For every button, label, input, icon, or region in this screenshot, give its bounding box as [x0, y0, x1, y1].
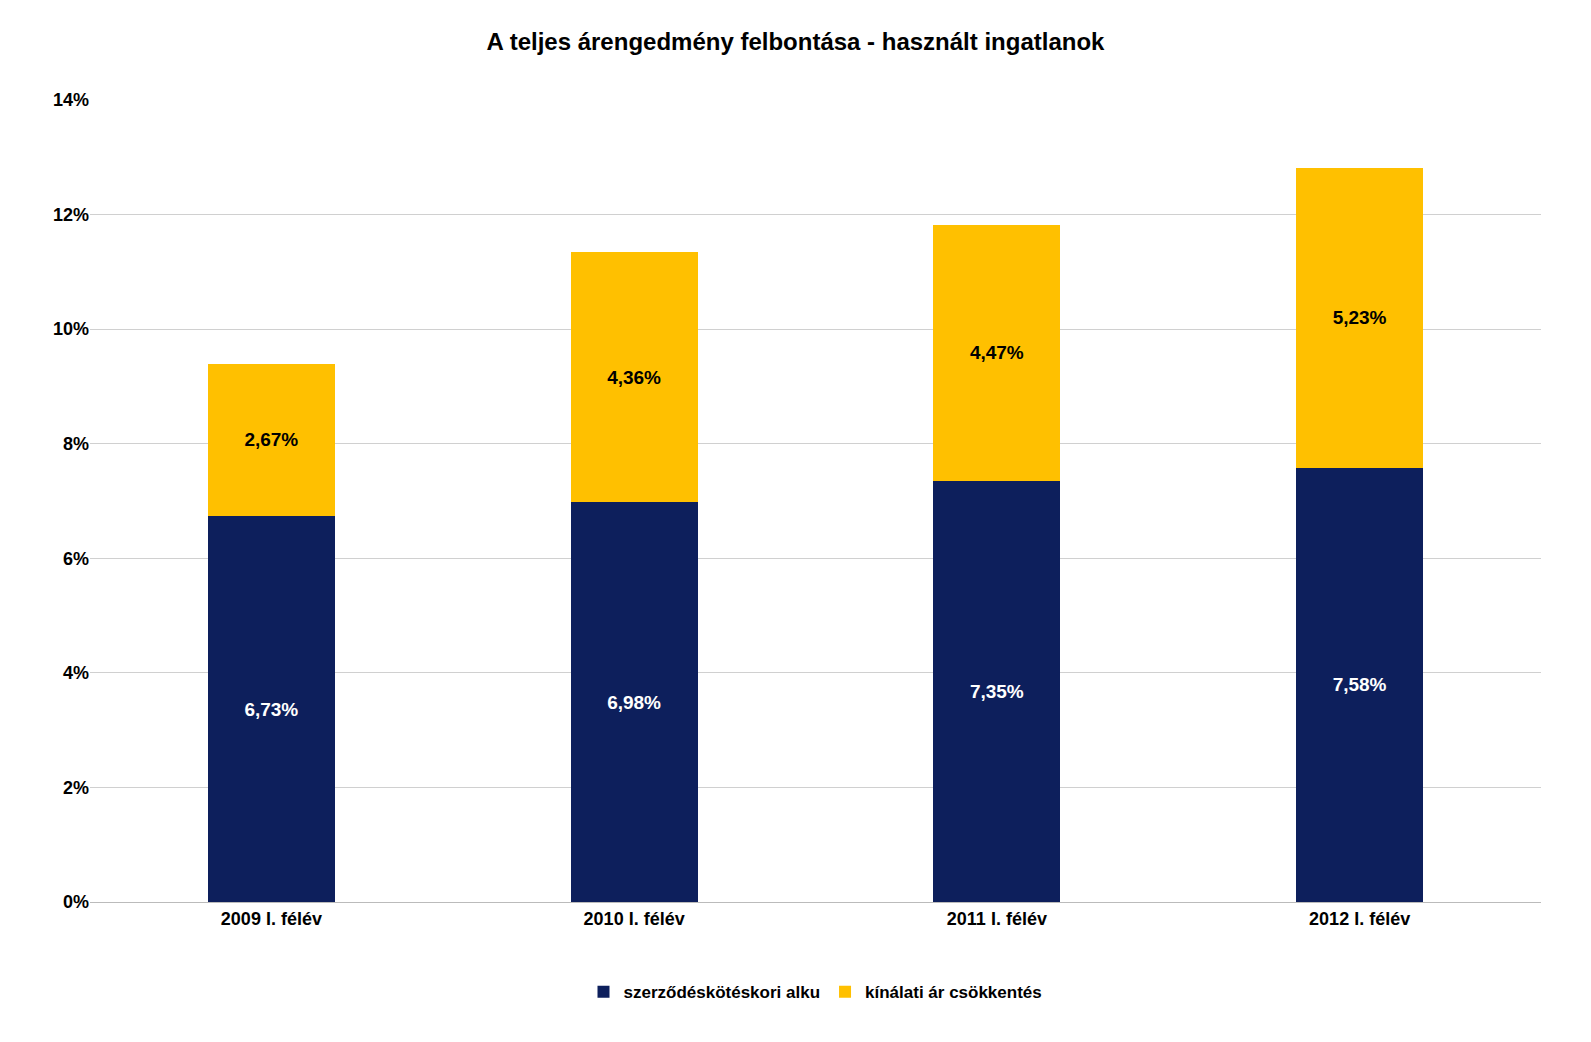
svg-text:2,67%: 2,67%: [244, 429, 298, 450]
svg-text:6%: 6%: [63, 549, 89, 569]
svg-text:14%: 14%: [53, 90, 89, 110]
svg-text:2011 I. félév: 2011 I. félév: [947, 909, 1047, 929]
svg-text:7,58%: 7,58%: [1333, 674, 1387, 695]
svg-text:szerződéskötéskori alku: szerződéskötéskori alku: [624, 983, 821, 1002]
svg-text:10%: 10%: [53, 319, 89, 339]
svg-text:8%: 8%: [63, 434, 89, 454]
svg-text:2%: 2%: [63, 778, 89, 798]
svg-text:kínálati ár csökkentés: kínálati ár csökkentés: [865, 983, 1042, 1002]
svg-text:A teljes árengedmény felbontás: A teljes árengedmény felbontása - haszná…: [487, 28, 1106, 55]
svg-text:2012 I. félév: 2012 I. félév: [1309, 909, 1410, 929]
svg-text:4,47%: 4,47%: [970, 342, 1024, 363]
svg-text:2010 I. félév: 2010 I. félév: [584, 909, 685, 929]
svg-text:2009 I. félév: 2009 I. félév: [221, 909, 322, 929]
svg-text:4,36%: 4,36%: [607, 367, 661, 388]
svg-text:0%: 0%: [63, 892, 89, 912]
svg-text:5,23%: 5,23%: [1333, 307, 1387, 328]
svg-text:6,73%: 6,73%: [244, 699, 298, 720]
svg-text:12%: 12%: [53, 205, 89, 225]
svg-text:6,98%: 6,98%: [607, 692, 661, 713]
svg-text:4%: 4%: [63, 663, 89, 683]
svg-text:7,35%: 7,35%: [970, 681, 1024, 702]
